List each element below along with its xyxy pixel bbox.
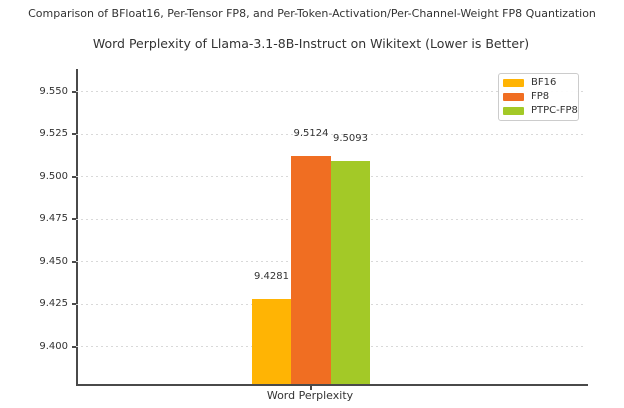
legend-swatch-bf16 [503, 79, 524, 87]
bar-value-label-bf16: 9.4281 [254, 270, 289, 282]
legend-swatch-ptpc-fp8 [503, 107, 524, 115]
bar-value-label-fp8: 9.5124 [293, 127, 329, 139]
y-tick-mark [72, 175, 76, 178]
legend-item-bf16: BF16 [503, 76, 574, 90]
y-tick-label: 9.450 [39, 255, 68, 267]
figure-suptitle: Comparison of BFloat16, Per-Tensor FP8, … [28, 7, 596, 20]
gridline [76, 133, 586, 135]
y-tick-mark [72, 345, 76, 348]
y-tick-label: 9.475 [39, 213, 68, 225]
bar-bf16 [251, 298, 292, 384]
plot-area [76, 69, 588, 386]
legend-item-fp8: FP8 [503, 90, 574, 104]
y-tick-label: 9.425 [39, 298, 68, 310]
y-tick-label: 9.525 [39, 128, 68, 140]
legend-label-bf16: BF16 [531, 77, 557, 88]
legend-label-fp8: FP8 [531, 91, 550, 102]
y-tick-mark [72, 90, 76, 93]
y-tick-mark [72, 260, 76, 263]
gridline [76, 91, 586, 93]
x-tick-mark [310, 386, 312, 390]
bar-ptpc-fp8 [330, 161, 371, 384]
bar-value-label-ptpc-fp8: 9.5093 [333, 133, 368, 145]
bar-fp8 [291, 155, 331, 384]
y-tick-label: 9.400 [39, 340, 68, 352]
x-tick-label: Word Perplexity [266, 389, 354, 402]
legend-item-ptpc-fp8: PTPC-FP8 [503, 104, 578, 118]
y-tick-mark [72, 303, 76, 306]
y-tick-mark [72, 133, 76, 136]
legend: BF16 FP8 PTPC-FP8 [498, 73, 579, 121]
y-tick-mark [72, 218, 76, 221]
legend-label-ptpc-fp8: PTPC-FP8 [531, 105, 578, 116]
legend-swatch-fp8 [503, 93, 524, 101]
y-tick-label: 9.500 [39, 170, 68, 182]
y-tick-label: 9.550 [39, 85, 68, 97]
chart-title: Word Perplexity of Llama-3.1-8B-Instruct… [92, 36, 530, 51]
